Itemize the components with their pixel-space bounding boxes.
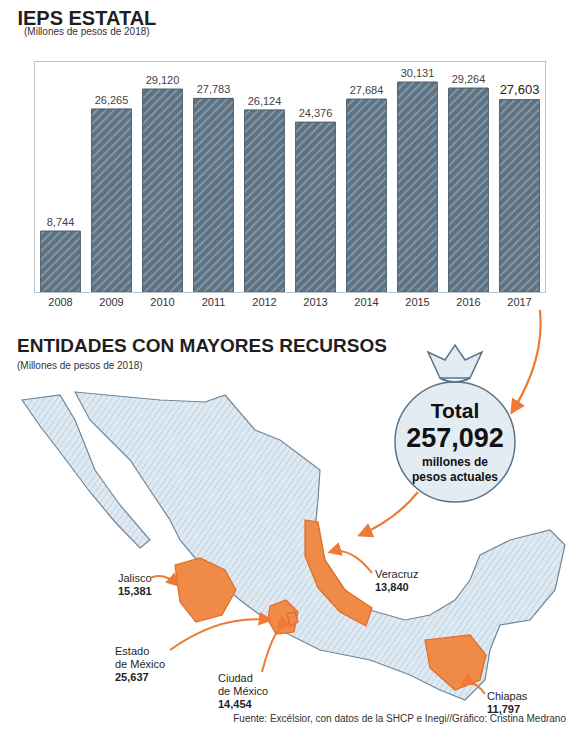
svg-text:pesos actuales: pesos actuales	[412, 470, 498, 484]
svg-text:2012: 2012	[252, 296, 276, 308]
svg-text:2009: 2009	[99, 296, 123, 308]
svg-text:257,092: 257,092	[406, 423, 504, 453]
svg-text:27,783: 27,783	[197, 83, 231, 95]
svg-text:millones de: millones de	[422, 455, 488, 469]
svg-text:2016: 2016	[456, 296, 480, 308]
svg-text:Chiapas: Chiapas	[487, 690, 528, 702]
svg-text:2011: 2011	[202, 296, 226, 308]
svg-text:13,840: 13,840	[375, 581, 409, 593]
svg-text:27,603: 27,603	[500, 82, 540, 97]
svg-text:29,264: 29,264	[452, 73, 486, 85]
svg-text:(Millones de pesos de 2018): (Millones de pesos de 2018)	[17, 360, 143, 371]
svg-text:2008: 2008	[48, 296, 72, 308]
svg-text:30,131: 30,131	[401, 67, 435, 79]
svg-text:Total: Total	[431, 399, 480, 422]
svg-text:29,120: 29,120	[146, 74, 180, 86]
svg-text:25,637: 25,637	[115, 671, 149, 683]
svg-text:Ciudad: Ciudad	[218, 672, 253, 684]
svg-text:de México: de México	[115, 658, 165, 670]
svg-text:Jalisco: Jalisco	[118, 572, 152, 584]
svg-text:11,797: 11,797	[487, 703, 520, 715]
svg-text:Estado: Estado	[115, 645, 149, 657]
svg-text:27,684: 27,684	[350, 84, 384, 96]
svg-text:ENTIDADES CON MAYORES RECURSOS: ENTIDADES CON MAYORES RECURSOS	[17, 335, 387, 356]
svg-text:(Millones de pesos de 2018): (Millones de pesos de 2018)	[24, 26, 150, 37]
svg-text:IEPS ESTATAL: IEPS ESTATAL	[17, 7, 156, 29]
svg-text:2014: 2014	[354, 296, 378, 308]
svg-text:Veracruz: Veracruz	[375, 568, 418, 580]
svg-text:15,381: 15,381	[118, 585, 152, 597]
svg-text:2013: 2013	[303, 296, 327, 308]
svg-text:14,454: 14,454	[218, 698, 253, 710]
svg-text:2010: 2010	[150, 296, 174, 308]
svg-text:8,744: 8,744	[47, 216, 75, 228]
svg-text:26,265: 26,265	[95, 94, 129, 106]
svg-text:26,124: 26,124	[248, 95, 282, 107]
svg-text:2017: 2017	[507, 296, 531, 308]
svg-text:24,376: 24,376	[299, 107, 333, 119]
svg-text:Fuente: Excélsior, con datos d: Fuente: Excélsior, con datos de la SHCP …	[233, 713, 566, 724]
svg-text:2015: 2015	[405, 296, 429, 308]
svg-text:de México: de México	[218, 685, 268, 697]
